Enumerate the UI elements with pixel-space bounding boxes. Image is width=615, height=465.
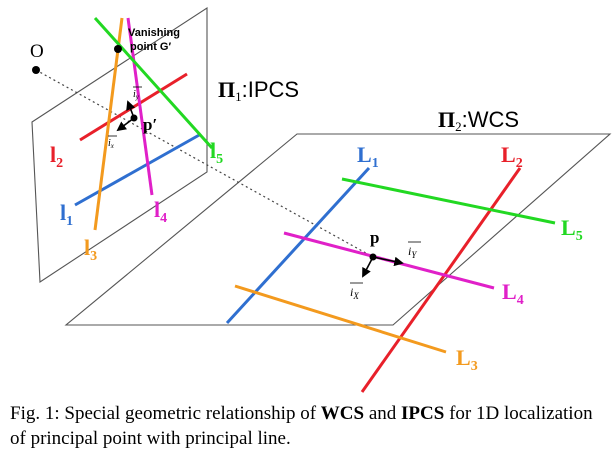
image-line-l4-label: l4 [154, 197, 167, 226]
world-line-L5 [341, 177, 556, 225]
iY-label: iY [408, 244, 417, 260]
origin-dot [32, 66, 40, 74]
plane1-label: Π1:IPCS [218, 77, 299, 104]
world-line-L1 [225, 166, 371, 325]
caption-suffix: for 1D localization of principal point w… [10, 403, 593, 449]
image-line-l3 [93, 17, 124, 231]
projection-ray [35, 69, 374, 258]
p-prime-label: p′ [143, 115, 157, 134]
world-line-L2-label: L2 [501, 142, 523, 171]
world-line-L1-label: L1 [357, 142, 379, 171]
iX-arrow [362, 256, 374, 278]
image-plane [31, 6, 208, 283]
ix-arrow [116, 117, 135, 132]
iy-arrow [126, 100, 136, 119]
iY-arrow [372, 256, 404, 267]
caption-ipcs: IPCS [401, 403, 445, 424]
ix-small-label: ix [108, 138, 115, 150]
image-line-l5-label: l5 [210, 138, 223, 167]
image-line-l5 [93, 16, 214, 150]
plane2-label: Π2:WCS [438, 107, 519, 134]
image-line-l2-label: l2 [50, 142, 63, 171]
caption-prefix: Fig. 1: Special geometric relationship o… [10, 403, 321, 424]
vanishing-label-line2: point G′ [130, 41, 171, 53]
world-line-L3 [234, 284, 447, 354]
vanishing-label-line1: Vanishing [128, 27, 180, 39]
world-line-L4-label: L4 [502, 279, 524, 308]
diagram: O Vanishing point G′ Π1:IPCS Π2:WCS p′ i… [30, 6, 612, 393]
origin-label: O [30, 41, 44, 62]
figure-caption: Fig. 1: Special geometric relationship o… [10, 401, 610, 451]
world-line-L3-label: L3 [456, 345, 478, 374]
image-line-l1-label: l1 [60, 200, 73, 229]
p-label: p [370, 228, 379, 247]
iy-small-label: iy [133, 89, 140, 101]
world-line-L2 [360, 167, 522, 393]
vanishing-point-dot [114, 45, 122, 53]
image-line-l1 [74, 132, 202, 207]
world-line-L5-label: L5 [561, 215, 583, 244]
image-line-l2 [79, 72, 188, 142]
image-line-l3-label: l3 [84, 235, 97, 264]
caption-wcs: WCS [320, 403, 365, 424]
world-plane [64, 133, 612, 326]
iX-label: iX [350, 285, 359, 301]
image-line-l4 [126, 17, 154, 196]
caption-mid: and [364, 403, 402, 424]
